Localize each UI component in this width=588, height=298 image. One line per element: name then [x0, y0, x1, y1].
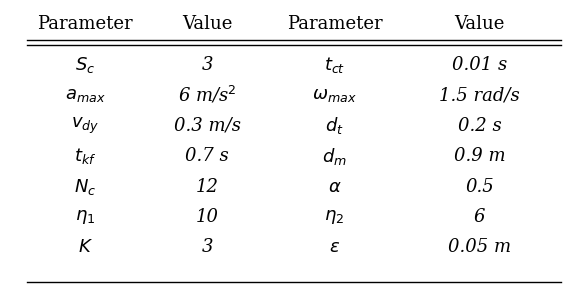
Text: $\eta_1$: $\eta_1$ [75, 208, 95, 226]
Text: $\alpha$: $\alpha$ [328, 178, 342, 196]
Text: 0.3 m/s: 0.3 m/s [173, 117, 240, 135]
Text: $K$: $K$ [78, 238, 93, 257]
Text: $v_{dy}$: $v_{dy}$ [71, 116, 99, 136]
Text: 0.5: 0.5 [465, 178, 494, 196]
Text: 0.2 s: 0.2 s [457, 117, 502, 135]
Text: $S_c$: $S_c$ [75, 55, 95, 75]
Text: $d_t$: $d_t$ [325, 115, 344, 136]
Text: $\omega_{max}$: $\omega_{max}$ [312, 86, 357, 104]
Text: 1.5 rad/s: 1.5 rad/s [439, 86, 520, 104]
Text: 0.05 m: 0.05 m [448, 238, 511, 257]
Text: Parameter: Parameter [38, 15, 133, 33]
Text: 0.7 s: 0.7 s [185, 147, 229, 165]
Text: $t_{ct}$: $t_{ct}$ [324, 55, 345, 75]
Text: $\eta_2$: $\eta_2$ [325, 208, 345, 226]
Text: 12: 12 [196, 178, 219, 196]
Text: $a_{max}$: $a_{max}$ [65, 86, 106, 104]
Text: 0.01 s: 0.01 s [452, 56, 507, 74]
Text: Value: Value [455, 15, 505, 33]
Text: $d_m$: $d_m$ [322, 146, 347, 167]
Text: $\epsilon$: $\epsilon$ [329, 238, 340, 257]
Text: 6: 6 [474, 208, 485, 226]
Text: 0.9 m: 0.9 m [454, 147, 505, 165]
Text: Parameter: Parameter [287, 15, 382, 33]
Text: $N_c$: $N_c$ [74, 177, 96, 197]
Text: Value: Value [182, 15, 232, 33]
Text: 3: 3 [201, 238, 213, 257]
Text: 6 m/s$^2$: 6 m/s$^2$ [178, 85, 236, 106]
Text: 10: 10 [196, 208, 219, 226]
Text: 3: 3 [201, 56, 213, 74]
Text: $t_{kf}$: $t_{kf}$ [74, 146, 96, 166]
